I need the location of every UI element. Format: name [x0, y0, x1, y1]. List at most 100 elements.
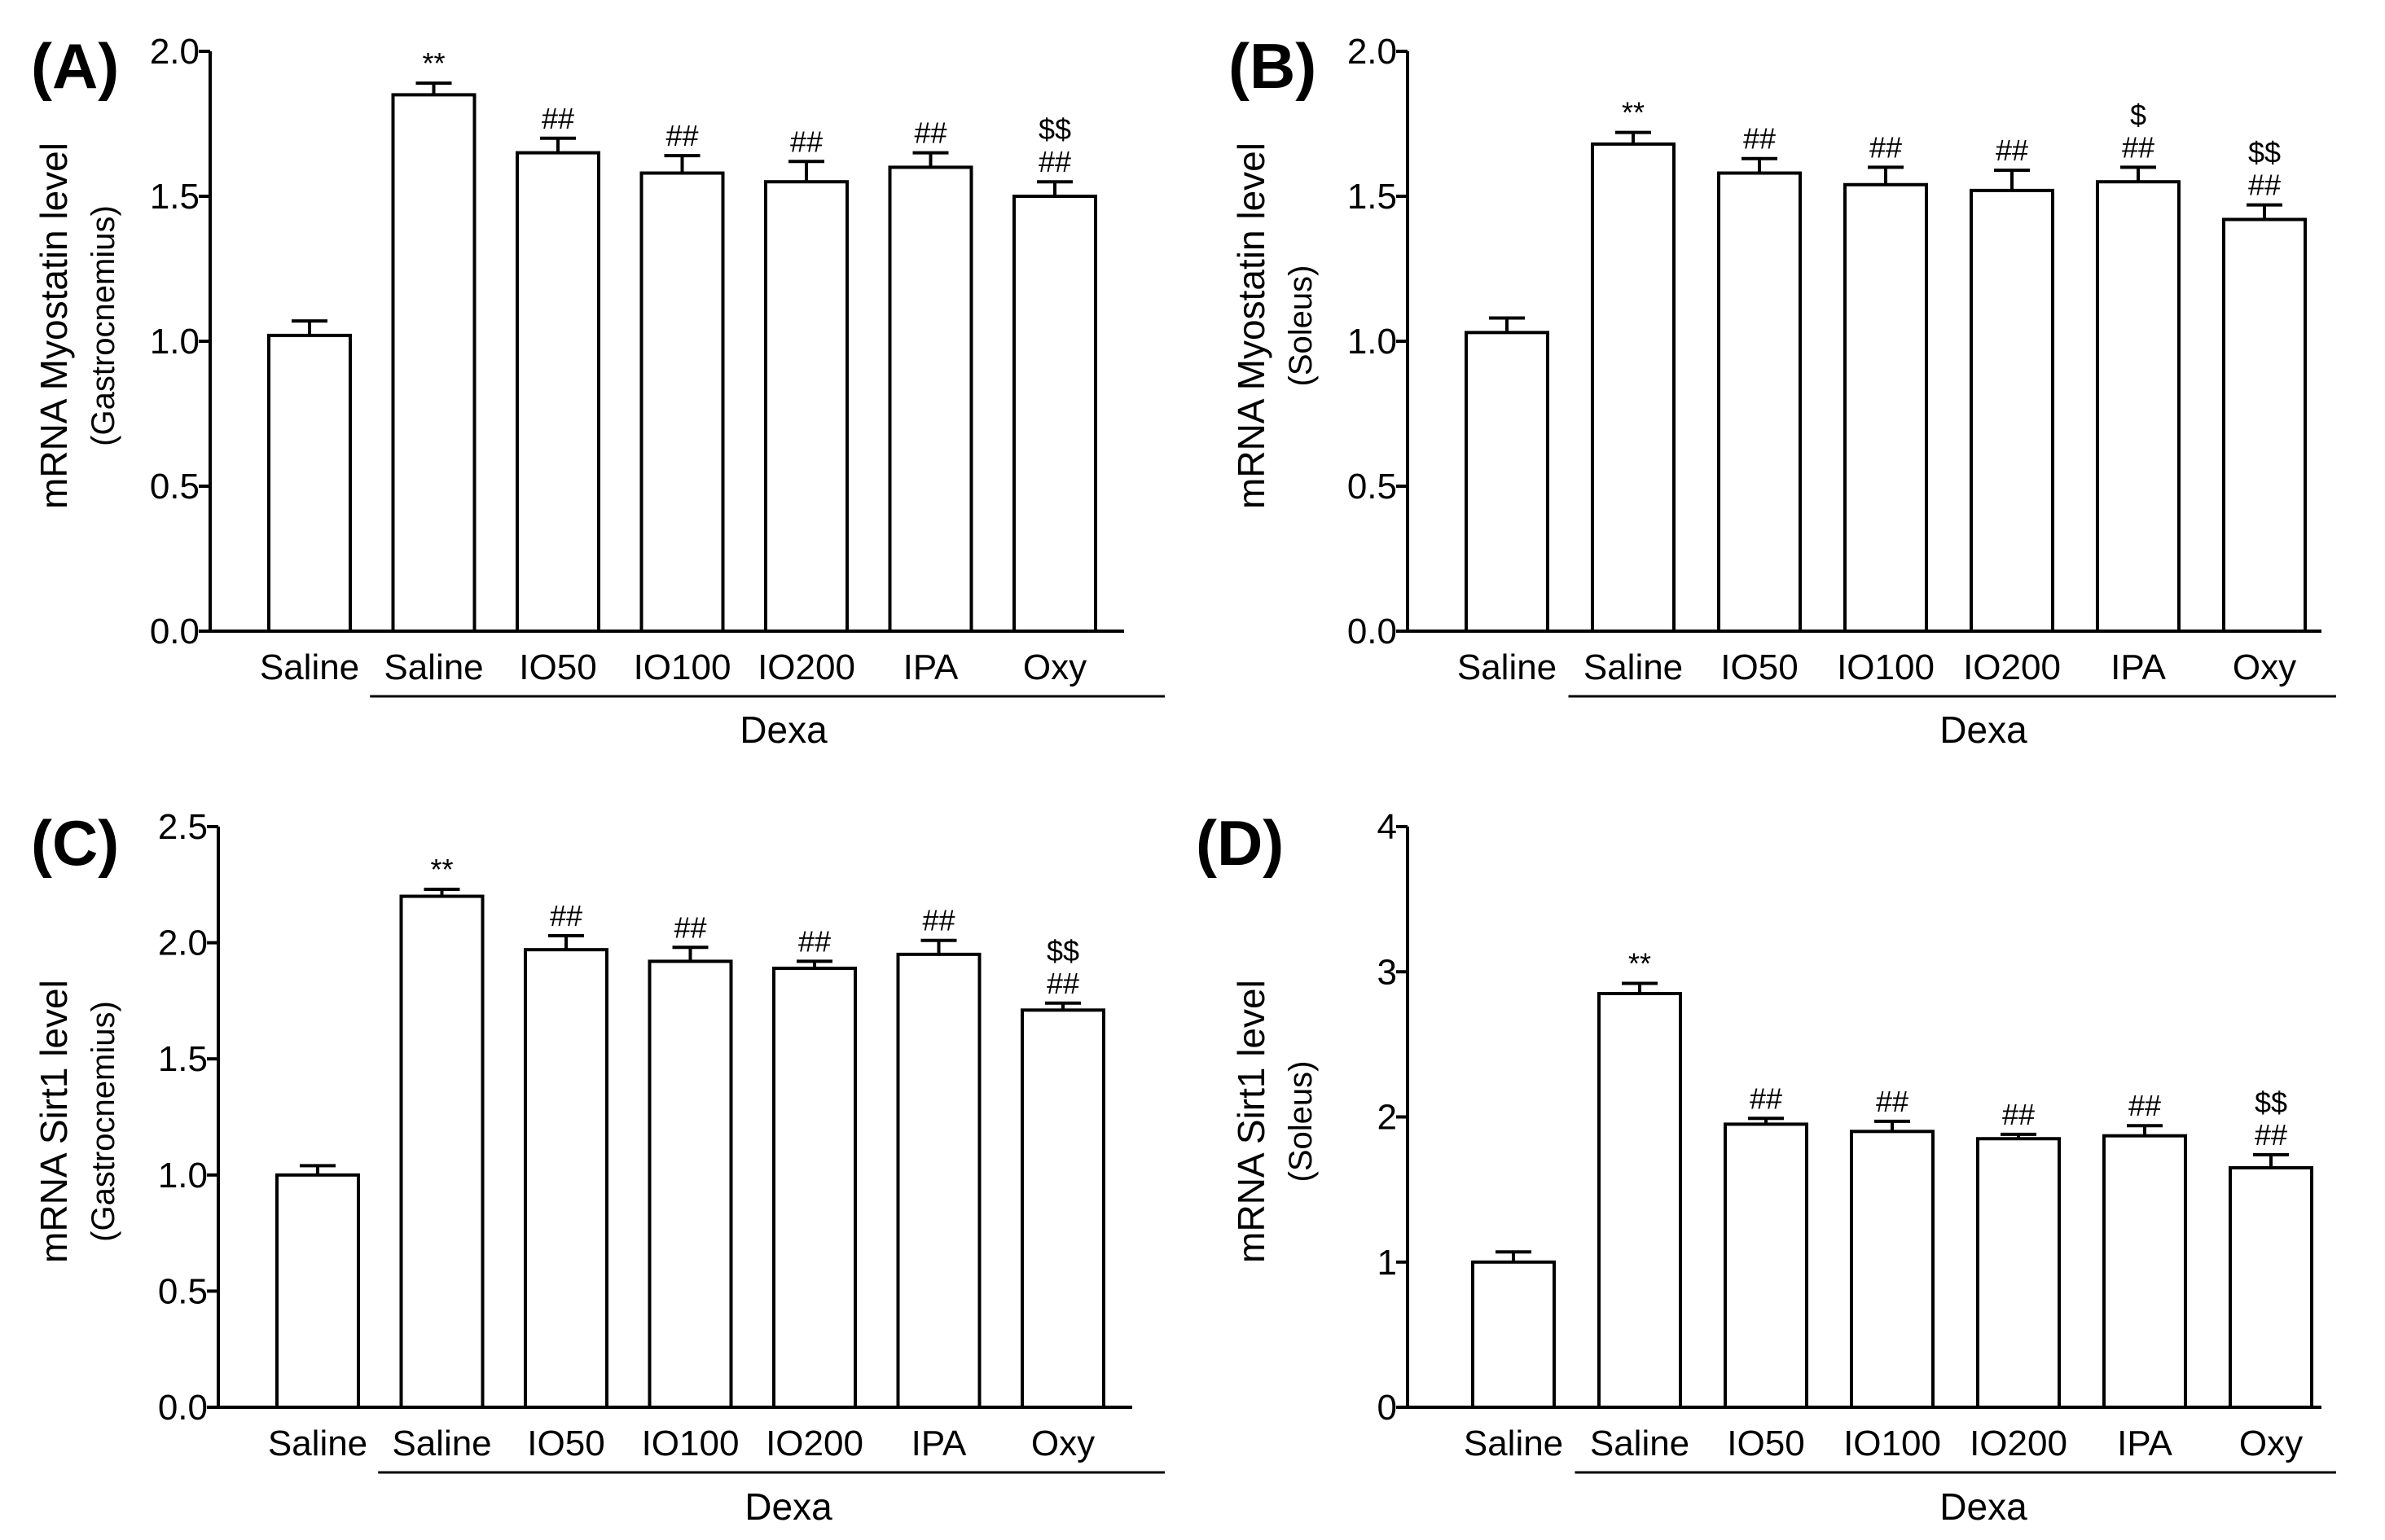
group-label-dexa: Dexa	[740, 709, 828, 751]
x-tick-label: IO200	[766, 1424, 863, 1463]
panel-label: (B)	[1228, 30, 1316, 102]
bar	[399, 894, 485, 1410]
panel-label: (D)	[1196, 807, 1284, 879]
y-tick-label: 2.5	[158, 807, 208, 847]
significance-label: $$	[2255, 1086, 2287, 1119]
significance-label: ##	[790, 125, 823, 158]
y-tick-label: 0.5	[1347, 467, 1397, 507]
y-tick-label: 2.0	[1347, 32, 1397, 72]
y-tick-label: 0	[1377, 1388, 1397, 1428]
significance-label: ##	[1876, 1085, 1908, 1118]
y-axis-subtitle: (Gastrocnemius)	[86, 205, 121, 446]
bar	[764, 180, 849, 633]
y-tick-label: 2.0	[150, 32, 200, 72]
bar	[1976, 1137, 2061, 1410]
significance-label: $	[2130, 98, 2146, 131]
x-tick-label: IO200	[1963, 647, 2061, 687]
chart-panel-b: (B) mRNA Myostatin level (Soleus) Dexa 0…	[1228, 30, 2336, 751]
x-tick-label: IO50	[527, 1424, 604, 1463]
significance-label: ##	[542, 102, 574, 135]
significance-label: $$	[1039, 112, 1071, 146]
y-tick-label: 0.5	[150, 467, 200, 507]
bar	[524, 948, 608, 1409]
significance-label: ##	[674, 910, 706, 944]
y-tick-label: 1.0	[150, 322, 200, 362]
x-tick-label: IO200	[758, 647, 855, 687]
significance-label: ##	[1869, 130, 1902, 164]
group-label-dexa: Dexa	[744, 1485, 832, 1528]
significance-label: ##	[914, 116, 947, 150]
significance-label: ##	[2255, 1118, 2287, 1152]
significance-label: ##	[2122, 130, 2154, 164]
group-label-dexa: Dexa	[1939, 709, 2027, 751]
bar	[639, 171, 725, 633]
y-tick-label: 0.0	[150, 612, 200, 652]
x-tick-label: Saline	[1457, 647, 1557, 687]
bar	[1717, 171, 1802, 633]
x-tick-label: Oxy	[1023, 647, 1087, 687]
x-tick-label: IO200	[1970, 1424, 2067, 1463]
y-tick-label: 0.0	[1347, 612, 1397, 652]
significance-label: $$	[1047, 934, 1079, 967]
significance-label: ##	[1750, 1082, 1782, 1115]
x-tick-label: Saline	[1583, 647, 1683, 687]
x-tick-label: Oxy	[1031, 1424, 1095, 1463]
y-axis-title: mRNA Sirt1 level	[1230, 980, 1272, 1263]
bar	[516, 151, 600, 634]
x-tick-label: IO100	[642, 1424, 740, 1463]
x-tick-label: Oxy	[2239, 1424, 2303, 1463]
y-tick-label: 4	[1377, 807, 1397, 847]
x-tick-label: Oxy	[2233, 647, 2296, 687]
x-tick-label: IPA	[911, 1424, 967, 1463]
bar	[2096, 180, 2181, 633]
y-axis-subtitle: (Gastrocnemius)	[86, 1001, 121, 1242]
bar	[888, 165, 973, 633]
x-tick-label: IPA	[2110, 647, 2166, 687]
bar	[1465, 331, 1549, 633]
bar	[648, 959, 733, 1409]
x-tick-label: Saline	[392, 1424, 491, 1463]
significance-label: ##	[1047, 967, 1079, 1000]
significance-label: ##	[2128, 1089, 2161, 1122]
significance-label: ##	[1039, 145, 1071, 178]
panel-label: (A)	[31, 30, 119, 102]
y-tick-label: 1.0	[158, 1156, 208, 1196]
y-tick-label: 2.0	[158, 924, 208, 963]
bar	[1591, 142, 1676, 634]
chart-panel-c: (C) mRNA Sirt1 level (Gastrocnemius) Dex…	[31, 807, 1165, 1528]
significance-label: ##	[665, 119, 698, 152]
bar	[896, 952, 982, 1409]
significance-label: ##	[1743, 122, 1776, 156]
significance-label: **	[1628, 947, 1651, 981]
bar	[2102, 1134, 2187, 1409]
y-axis-title: mRNA Myostatin level	[1230, 143, 1272, 509]
bar	[267, 333, 352, 633]
chart-panel-d: (D) mRNA Sirt1 level (Soleus) Dexa 0 1 2 3 4…	[1196, 807, 2336, 1528]
x-tick-label: Saline	[1590, 1424, 1689, 1463]
y-axis-subtitle: (Soleus)	[1283, 1061, 1319, 1182]
bar	[2222, 217, 2307, 633]
panel-label: (C)	[31, 807, 119, 879]
bar	[391, 93, 477, 633]
y-axis-subtitle: (Soleus)	[1283, 265, 1319, 387]
x-tick-label: IPA	[903, 647, 959, 687]
x-tick-label: IO50	[1720, 647, 1798, 687]
y-axis-title: mRNA Sirt1 level	[33, 980, 75, 1263]
y-tick-label: 1.5	[158, 1039, 208, 1079]
significance-label: ##	[550, 899, 582, 932]
chart-panel-a: (A) mRNA Myostatin level (Gastrocnemius)…	[31, 30, 1165, 751]
x-tick-label: Saline	[1464, 1424, 1563, 1463]
significance-label: **	[430, 853, 453, 886]
bar	[1597, 991, 1682, 1410]
significance-label: ##	[922, 904, 955, 937]
bar	[1012, 195, 1097, 633]
x-tick-label: IO100	[634, 647, 731, 687]
significance-label: ##	[2248, 169, 2281, 202]
y-tick-label: 0.5	[158, 1271, 208, 1311]
y-tick-label: 3	[1377, 952, 1397, 992]
x-tick-label: Saline	[268, 1424, 367, 1463]
bar	[275, 1173, 360, 1410]
x-tick-label: IO100	[1843, 1424, 1941, 1463]
bar	[1843, 182, 1928, 633]
